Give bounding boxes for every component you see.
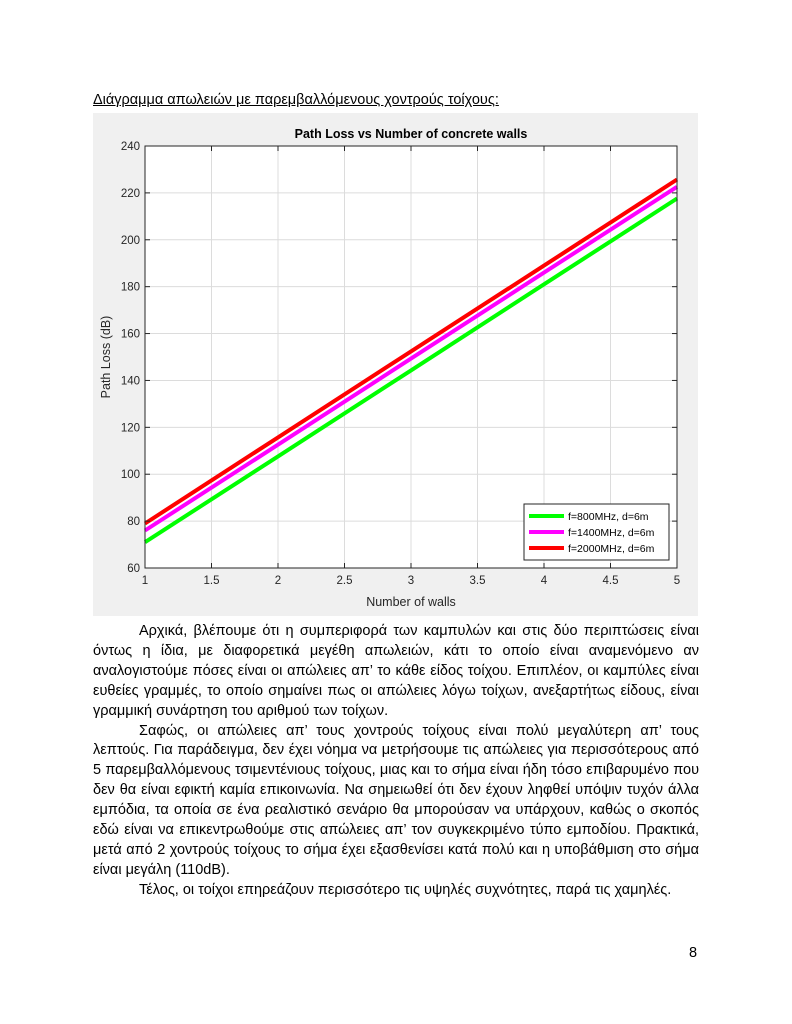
y-axis-label: Path Loss (dB)	[99, 316, 113, 399]
legend-label-2: f=1400MHz, d=6m	[568, 527, 655, 539]
paragraph-1: Αρχικά, βλέπουμε ότι η συμπεριφορά των κ…	[93, 623, 699, 719]
series-3-point	[410, 350, 412, 352]
y-tick-label: 200	[121, 235, 140, 247]
series-lines	[143, 177, 679, 544]
y-tick-label: 80	[127, 516, 140, 528]
paragraph-2: Σαφώς, οι απώλειες απ’ τους χοντρούς τοί…	[93, 722, 699, 878]
body-text: Αρχικά, βλέπουμε ότι η συμπεριφορά των κ…	[93, 622, 699, 901]
x-tick-label: 3.5	[470, 575, 486, 587]
chart-title: Path Loss vs Number of concrete walls	[295, 127, 528, 141]
series-2-point	[543, 272, 545, 274]
series-1-point	[543, 283, 545, 285]
series-1-point	[410, 369, 412, 371]
x-axis-label: Number of walls	[366, 595, 456, 609]
x-tick-label: 2	[275, 575, 281, 587]
series-3-point	[543, 265, 545, 267]
path-loss-chart: 1 1.5 2 2.5 3 3.5 4 4.5 5 60 80 100 120 140 160 180 200 2…	[93, 113, 698, 616]
figure-heading: Διάγραμμα απωλειών με παρεμβαλλόμενους χ…	[93, 92, 499, 108]
legend: f=800MHz, d=6m f=1400MHz, d=6m f=2000MHz, …	[523, 503, 670, 561]
y-tick-label: 140	[121, 375, 140, 387]
y-tick-label: 240	[121, 141, 140, 153]
y-tick-label: 180	[121, 282, 140, 294]
legend-label-3: f=2000MHz, d=6m	[568, 543, 655, 555]
y-tick-label: 120	[121, 422, 140, 434]
legend-label-1: f=800MHz, d=6m	[568, 511, 649, 523]
page-number: 8	[689, 945, 698, 961]
series-2-point	[277, 444, 279, 446]
y-tick-label: 100	[121, 469, 140, 481]
axis-ticks: 1 1.5 2 2.5 3 3.5 4 4.5 5 60 80 100 120 140 160 180 200 2…	[121, 141, 680, 587]
x-tick-label: 4	[541, 575, 548, 587]
paragraph-3: Τέλος, οι τοίχοι επηρεάζουν περισσότερο …	[139, 881, 672, 898]
path-loss-figure: 1 1.5 2 2.5 3 3.5 4 4.5 5 60 80 100 120 140 160 180 200 2…	[93, 113, 698, 616]
x-tick-label: 4.5	[603, 575, 619, 587]
series-1-point	[277, 455, 279, 457]
x-tick-label: 3	[408, 575, 414, 587]
x-tick-label: 1.5	[204, 575, 220, 587]
y-tick-label: 160	[121, 329, 140, 341]
x-tick-label: 2.5	[337, 575, 353, 587]
x-tick-label: 5	[674, 575, 680, 587]
series-2-point	[410, 358, 412, 360]
y-tick-label: 220	[121, 188, 140, 200]
series-3-point	[277, 436, 279, 438]
y-tick-label: 60	[127, 563, 140, 575]
x-tick-label: 1	[142, 575, 148, 587]
